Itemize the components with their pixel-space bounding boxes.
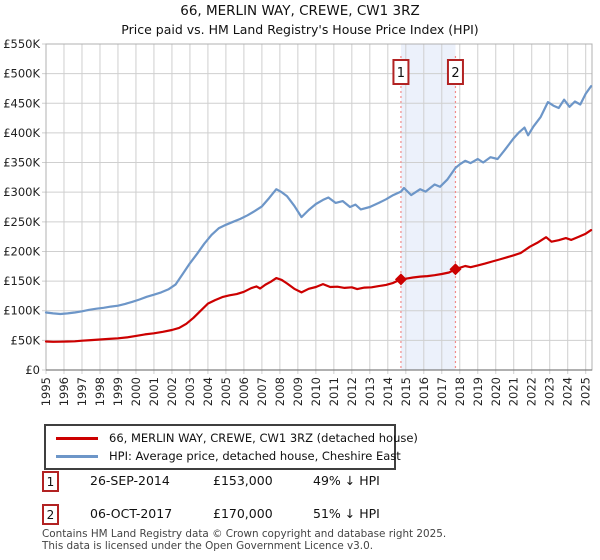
footer-copyright-line1: Contains HM Land Registry data © Crown c… bbox=[42, 528, 447, 540]
sale-label-2: 2 bbox=[451, 66, 459, 81]
y-tick-label: £350K bbox=[3, 156, 40, 170]
hpi-line-swatch bbox=[56, 454, 98, 458]
x-tick-label: 1998 bbox=[93, 377, 107, 406]
x-tick-label: 2020 bbox=[489, 377, 503, 406]
x-tick-label: 2010 bbox=[309, 377, 323, 406]
sale-marker-2 bbox=[449, 263, 462, 276]
between-sales-shading bbox=[400, 44, 456, 370]
y-tick-label: £50K bbox=[11, 333, 41, 347]
transaction-row: 1 26-SEP-2014 £153,000 49% ↓ HPI bbox=[42, 471, 562, 493]
x-tick-label: 2013 bbox=[363, 377, 377, 406]
y-tick-label: £100K bbox=[3, 304, 40, 318]
x-tick-label: 2008 bbox=[273, 377, 287, 406]
transaction-price: £170,000 bbox=[213, 506, 273, 521]
plot-border bbox=[45, 43, 593, 371]
y-tick-label: £0 bbox=[25, 363, 40, 377]
y-tick-label: £400K bbox=[3, 126, 40, 140]
y-tick-label: £500K bbox=[3, 67, 40, 81]
x-tick-label: 2018 bbox=[453, 377, 467, 406]
transaction-hpi-diff: 51% ↓ HPI bbox=[313, 506, 380, 521]
sale-marker-1 bbox=[394, 273, 407, 286]
x-tick-label: 2000 bbox=[129, 377, 143, 406]
transaction-date: 06-OCT-2017 bbox=[90, 506, 173, 521]
legend-label-price: 66, MERLIN WAY, CREWE, CW1 3RZ (detached… bbox=[109, 431, 418, 445]
x-tick-label: 2023 bbox=[543, 377, 557, 406]
y-tick-label: £300K bbox=[3, 185, 40, 199]
x-tick-label: 1995 bbox=[39, 377, 53, 406]
page-subtitle: Price paid vs. HM Land Registry's House … bbox=[121, 22, 479, 37]
footer-copyright: Contains HM Land Registry data © Crown c… bbox=[42, 528, 447, 552]
x-tick-label: 2005 bbox=[219, 377, 233, 406]
y-tick-label: £450K bbox=[3, 96, 40, 110]
legend: 66, MERLIN WAY, CREWE, CW1 3RZ (detached… bbox=[44, 424, 418, 470]
x-tick-label: 2006 bbox=[237, 377, 251, 406]
x-tick-label: 2024 bbox=[561, 377, 575, 406]
x-tick-label: 2015 bbox=[399, 377, 413, 406]
sale-label-box-2 bbox=[446, 59, 464, 85]
x-tick-label: 2011 bbox=[327, 377, 341, 406]
x-tick-label: 1997 bbox=[75, 377, 89, 406]
y-tick-label: £200K bbox=[3, 244, 40, 258]
x-tick-label: 2019 bbox=[471, 377, 485, 406]
legend-label-hpi: HPI: Average price, detached house, Ches… bbox=[109, 449, 401, 463]
sale-label-1: 1 bbox=[397, 66, 405, 81]
y-tick-label: £550K bbox=[3, 37, 40, 51]
x-tick-label: 1999 bbox=[111, 377, 125, 406]
x-tick-label: 2009 bbox=[291, 377, 305, 406]
transaction-table: 1 26-SEP-2014 £153,000 49% ↓ HPI 2 06-OC… bbox=[42, 471, 562, 537]
transaction-number-badge: 1 bbox=[42, 471, 59, 492]
x-tick-label: 2004 bbox=[201, 377, 215, 406]
legend-entry-hpi: HPI: Average price, detached house, Ches… bbox=[56, 449, 401, 463]
x-tick-label: 2025 bbox=[579, 377, 593, 406]
x-tick-label: 2022 bbox=[525, 377, 539, 406]
x-tick-label: 2002 bbox=[165, 377, 179, 406]
sale-label-box-1 bbox=[392, 59, 410, 85]
page-title: 66, MERLIN WAY, CREWE, CW1 3RZ bbox=[180, 3, 420, 19]
transaction-hpi-diff: 49% ↓ HPI bbox=[313, 473, 380, 488]
transaction-number-badge: 2 bbox=[42, 504, 59, 525]
transaction-price: £153,000 bbox=[213, 473, 273, 488]
x-tick-label: 2007 bbox=[255, 377, 269, 406]
x-tick-label: 2016 bbox=[417, 377, 431, 406]
footer-copyright-line2: This data is licensed under the Open Gov… bbox=[42, 539, 374, 552]
price-line-swatch bbox=[56, 436, 98, 440]
x-tick-label: 2014 bbox=[381, 377, 395, 406]
legend-entry-price: 66, MERLIN WAY, CREWE, CW1 3RZ (detached… bbox=[56, 431, 418, 445]
x-tick-label: 2017 bbox=[435, 377, 449, 406]
x-tick-label: 2012 bbox=[345, 377, 359, 406]
x-tick-label: 1996 bbox=[57, 377, 71, 406]
y-tick-label: £250K bbox=[3, 215, 40, 229]
x-tick-label: 2021 bbox=[507, 377, 521, 406]
transaction-row: 2 06-OCT-2017 £170,000 51% ↓ HPI bbox=[42, 504, 562, 526]
hpi-line bbox=[44, 84, 593, 316]
x-tick-label: 2001 bbox=[147, 377, 161, 406]
x-tick-label: 2003 bbox=[183, 377, 197, 406]
price-history-chart: 1 2 £0 £50K £100K £150K £200K £250K £300K £350K £4… bbox=[3, 37, 593, 406]
transaction-date: 26-SEP-2014 bbox=[90, 473, 170, 488]
y-tick-label: £150K bbox=[3, 274, 40, 288]
price-line bbox=[44, 229, 593, 343]
